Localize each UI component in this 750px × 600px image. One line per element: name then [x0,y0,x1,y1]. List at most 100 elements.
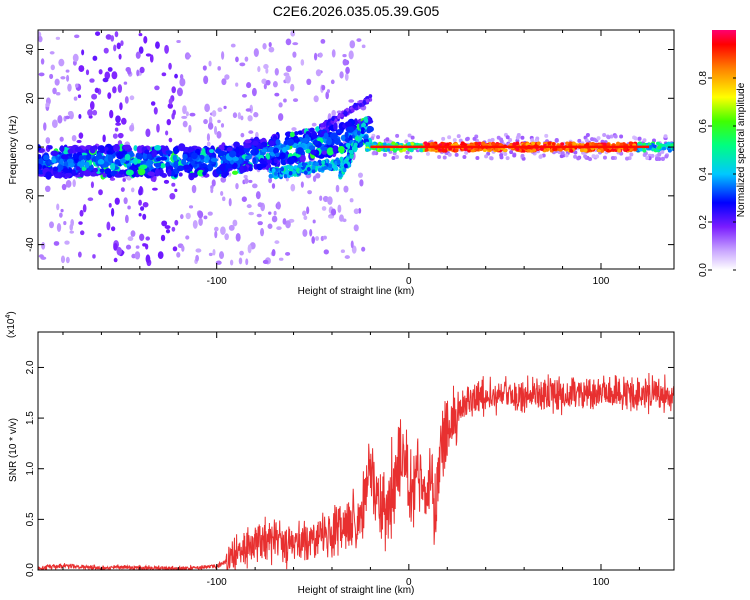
heat-main-band [165,161,170,167]
heat-main-band [274,152,280,157]
heat-noise [290,83,295,92]
heat-noise [356,38,362,42]
heat-halo [465,137,470,142]
heat-halo [613,134,618,139]
heat-main-band [47,145,53,150]
heat-noise [110,35,115,42]
heat-noise [214,230,218,239]
heat-main-band [228,150,237,158]
heat-noise [129,95,135,101]
heat-main-band [97,152,102,158]
heat-noise [119,102,123,111]
heat-noise [60,255,66,264]
heat-halo [499,153,504,158]
heat-main-band [178,172,183,177]
heat-main-band [210,157,219,163]
heat-main-band [160,156,168,161]
heat-main-band [201,147,206,156]
heat-noise [118,53,122,60]
heat-noise [165,229,171,234]
heat-upper-track [368,94,373,99]
heat-noise [174,188,178,193]
heat-noise [78,65,85,73]
heat-main-band [145,159,154,166]
heat-secondary-track [283,173,288,179]
snr-xtick-label: 0 [406,577,412,588]
heat-noise [150,101,156,106]
heat-main-band [160,163,166,169]
heat-main-band [58,164,64,171]
heat-main-band [89,171,97,177]
heat-main-band [75,166,81,171]
heat-rising-cluster [342,167,347,173]
heat-halo [602,155,607,160]
heat-main-band [279,152,286,160]
heat-noise [54,78,60,86]
heat-rising-cluster [343,163,348,168]
heat-noise [222,196,226,202]
heat-halo [637,136,642,141]
heat-halo [585,133,590,138]
heat-noise [114,127,119,132]
heat-noise [245,108,252,112]
heat-noise [95,31,101,36]
heat-main-band [299,154,306,163]
heat-noise [285,65,292,73]
heat-noise [203,75,209,85]
heat-secondary-track [321,166,326,171]
heat-secondary-track [269,174,274,179]
heat-noise [89,101,95,110]
heat-main-band [252,157,257,165]
heat-secondary-track [297,163,302,168]
heat-noise [110,207,115,217]
heat-halo [464,150,469,155]
heat-noise [135,51,141,59]
heat-noise [349,40,356,49]
heat-noise [245,258,249,266]
heat-noise [240,132,245,138]
heat-halo [590,137,595,142]
heat-noise [246,204,252,209]
heat-noise [102,77,109,83]
heat-main-band [310,149,317,155]
heat-main-band [308,145,316,151]
heat-noise [273,210,277,216]
heat-noise [189,112,196,117]
heat-halo [584,138,589,143]
heat-noise [161,220,168,227]
heat-noise [57,115,63,124]
heat-secondary-track [306,167,311,172]
heat-noise [232,219,238,227]
heat-main-band [202,171,207,176]
heat-noise [65,69,70,73]
heat-carrier-line [391,141,396,146]
heat-noise [107,67,113,72]
heat-carrier-line [365,148,370,152]
heat-noise [105,34,112,40]
heat-halo [588,157,593,162]
heat-noise [98,69,103,75]
heat-secondary-track [271,168,276,173]
heat-noise [122,178,126,182]
heat-noise [359,179,364,187]
heat-noise [38,254,44,258]
heat-rising-cluster [358,136,363,141]
heat-noise [145,128,151,138]
heat-noise [344,72,349,81]
heat-noise [285,220,291,229]
heat-halo [625,156,630,161]
heat-carrier-line [670,143,674,148]
heat-noise [282,218,287,225]
heat-main-band [326,147,334,156]
heat-carrier-line [667,148,672,153]
heat-main-band [235,146,240,154]
heat-main-band [248,166,253,172]
heat-noise [300,181,304,188]
heat-noise [165,130,169,136]
heat-main-band [123,144,131,150]
heat-noise [197,210,204,219]
heat-noise [336,110,342,114]
heat-main-band [205,156,211,161]
heat-noise [327,196,333,205]
heat-carrier-line [558,148,563,152]
